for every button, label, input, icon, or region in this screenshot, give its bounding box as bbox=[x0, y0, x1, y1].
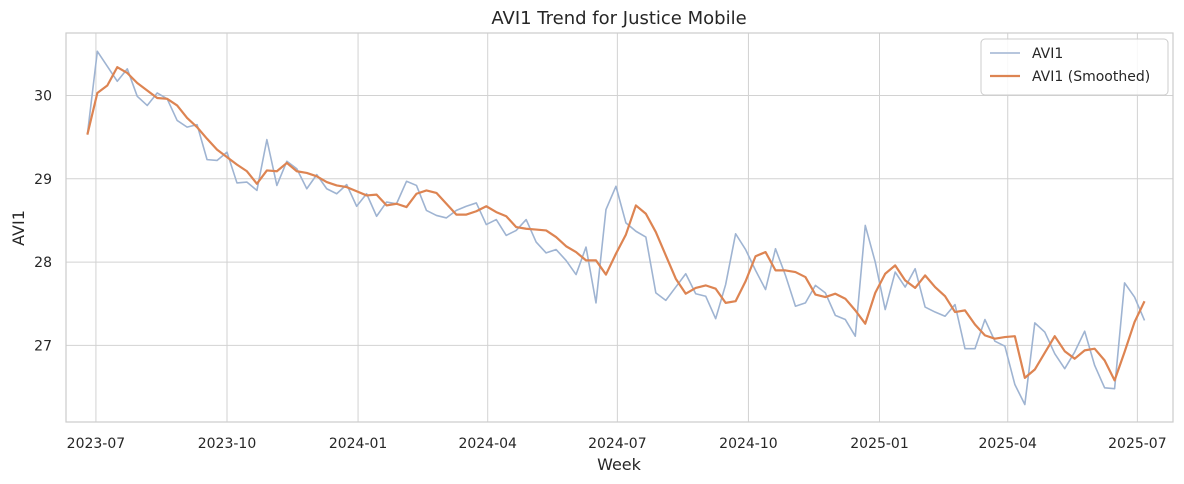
y-tick-label: 29 bbox=[34, 172, 52, 188]
y-axis-ticks: 27 28 29 30 bbox=[34, 88, 52, 354]
x-axis-ticks: 2023-07 2023-10 2024-01 2024-04 2024-07 2024-… bbox=[67, 436, 1167, 452]
series-line-raw bbox=[86, 50, 1146, 406]
x-tick-label: 2023-07 bbox=[67, 436, 126, 452]
x-tick-label: 2023-10 bbox=[198, 436, 257, 452]
x-tick-label: 2024-10 bbox=[719, 436, 778, 452]
x-axis-label: Week bbox=[597, 455, 642, 474]
series-layer bbox=[86, 50, 1146, 406]
chart-title: AVI1 Trend for Justice Mobile bbox=[491, 8, 746, 29]
series-line-smoothed bbox=[86, 66, 1146, 382]
legend-box bbox=[980, 38, 1169, 96]
legend: AVI1 AVI1 (Smoothed) bbox=[980, 38, 1169, 96]
plot-area bbox=[66, 33, 1173, 422]
x-tick-label: 2025-07 bbox=[1108, 436, 1167, 452]
y-axis-label: AVI1 bbox=[9, 210, 28, 246]
legend-label-smoothed: AVI1 (Smoothed) bbox=[1032, 69, 1150, 85]
x-tick-label: 2025-04 bbox=[978, 436, 1037, 452]
y-tick-label: 28 bbox=[34, 255, 52, 271]
plot-frame bbox=[65, 32, 1174, 423]
gridlines bbox=[66, 33, 1173, 422]
x-tick-label: 2024-07 bbox=[588, 436, 647, 452]
x-tick-label: 2025-01 bbox=[850, 436, 909, 452]
legend-label-raw: AVI1 bbox=[1032, 46, 1063, 62]
y-tick-label: 30 bbox=[34, 88, 52, 104]
x-tick-label: 2024-01 bbox=[329, 436, 388, 452]
x-tick-label: 2024-04 bbox=[458, 436, 517, 452]
y-tick-label: 27 bbox=[34, 338, 52, 354]
